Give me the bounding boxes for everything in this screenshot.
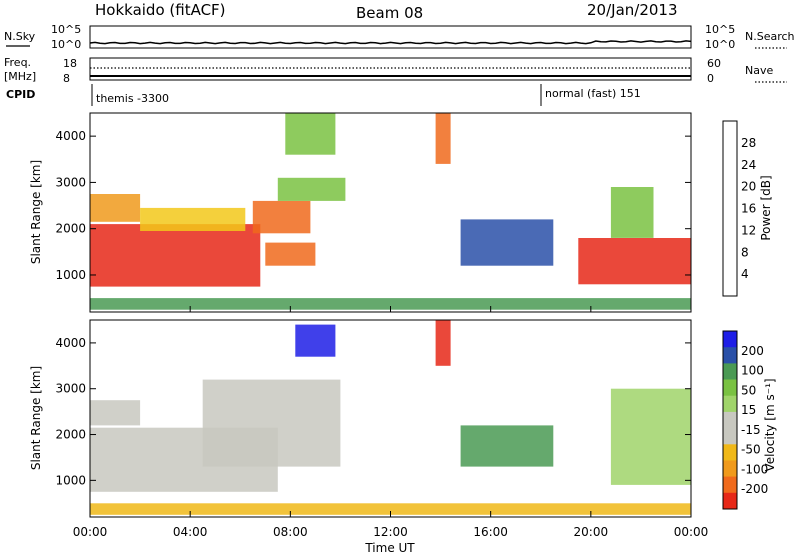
power-region-10 bbox=[610, 187, 654, 238]
velocity-ytick-label-3: 4000 bbox=[55, 336, 86, 350]
x-ticks: 00:00 04:00 08:00 12:00 16:00 20:00 00:00 bbox=[73, 306, 709, 539]
power-cbar-tick-1: 8 bbox=[741, 245, 749, 259]
velocity-colorbar: 200 100 50 15 -15 -50 -100 -200 bbox=[722, 330, 768, 510]
velocity-y-ticks: 1000 2000 3000 4000 bbox=[55, 336, 691, 487]
x-tick-label-3: 12:00 bbox=[373, 525, 408, 539]
vel-cbar-swatch-6 bbox=[723, 428, 737, 445]
noise-tick-left-bottom: 10^0 bbox=[51, 38, 81, 51]
vel-cbar-swatch-2 bbox=[723, 363, 737, 381]
power-ylabel: Slant Range [km] bbox=[29, 160, 43, 264]
power-cbar-tick-0: 4 bbox=[741, 267, 749, 281]
power-y-ticks: 1000 2000 3000 4000 bbox=[55, 129, 691, 282]
velocity-ytick-label-2: 3000 bbox=[55, 382, 86, 396]
power-region-8 bbox=[460, 219, 554, 266]
x-tick-label-2: 08:00 bbox=[273, 525, 308, 539]
vel-cbar-swatch-1 bbox=[723, 347, 737, 364]
freq-panel-frame bbox=[89, 57, 692, 81]
power-heatmap bbox=[90, 113, 691, 310]
power-cbar-tick-5: 24 bbox=[741, 158, 756, 172]
date-title: 20/Jan/2013 bbox=[587, 1, 678, 19]
power-cbar-tick-3: 16 bbox=[741, 202, 756, 216]
x-tick-label-1: 04:00 bbox=[173, 525, 208, 539]
velocity-region-6 bbox=[610, 388, 691, 485]
power-region-0 bbox=[90, 224, 261, 287]
velocity-ylabel: Slant Range [km] bbox=[29, 366, 43, 470]
power-ytick-label-1: 2000 bbox=[55, 222, 86, 236]
power-region-3 bbox=[252, 200, 311, 234]
vel-cbar-tick-0: 200 bbox=[741, 344, 764, 358]
noise-sky-label: N.Sky bbox=[4, 30, 36, 43]
power-region-1 bbox=[90, 194, 141, 222]
power-region-2 bbox=[140, 207, 246, 231]
freq-unit-label: [MHz] bbox=[4, 70, 36, 83]
noise-panel-frame bbox=[89, 25, 692, 49]
vel-cbar-swatch-9 bbox=[723, 476, 737, 494]
freq-tick-bottom: 8 bbox=[63, 72, 70, 85]
freq-label: Freq. bbox=[4, 56, 31, 69]
power-cbar-frame bbox=[722, 120, 738, 297]
velocity-region-2 bbox=[202, 379, 341, 467]
power-ytick-label-3: 4000 bbox=[55, 129, 86, 143]
power-region-5 bbox=[277, 177, 346, 201]
power-colorbar: 4 8 12 16 20 24 28 bbox=[722, 120, 756, 297]
vel-cbar-tick-3: 15 bbox=[741, 403, 756, 417]
vel-cbar-swatch-4 bbox=[723, 395, 737, 413]
vel-cbar-swatch-10 bbox=[723, 492, 737, 510]
noise-tick-right-bottom: 10^0 bbox=[705, 38, 735, 51]
power-region-9 bbox=[578, 238, 691, 285]
vel-cbar-tick-2: 50 bbox=[741, 383, 756, 397]
noise-search-label: N.Search bbox=[745, 30, 795, 43]
velocity-region-3 bbox=[295, 324, 336, 357]
power-ytick-label-2: 3000 bbox=[55, 175, 86, 189]
noise-sky-line bbox=[89, 40, 692, 45]
vel-cbar-tick-5: -50 bbox=[741, 443, 761, 457]
cpid-themis: themis -3300 bbox=[96, 92, 169, 105]
cpid-label: CPID bbox=[6, 88, 35, 101]
power-cbar-tick-6: 28 bbox=[741, 136, 756, 150]
vel-cbar-tick-7: -200 bbox=[741, 482, 768, 496]
velocity-heatmap bbox=[90, 320, 691, 515]
power-region-11 bbox=[90, 298, 691, 310]
power-region-4 bbox=[265, 242, 316, 266]
vel-cbar-swatch-8 bbox=[723, 460, 737, 478]
power-region-7 bbox=[435, 113, 451, 164]
nave-label: Nave bbox=[745, 64, 773, 77]
noise-tick-right-top: 10^5 bbox=[705, 23, 735, 36]
vel-cbar-tick-6: -100 bbox=[741, 462, 768, 476]
velocity-ytick-label-1: 2000 bbox=[55, 428, 86, 442]
cpid-normal: normal (fast) 151 bbox=[545, 87, 641, 100]
vel-cbar-swatch-3 bbox=[723, 379, 737, 397]
velocity-ytick-label-0: 1000 bbox=[55, 473, 86, 487]
velocity-region-1 bbox=[90, 400, 141, 426]
power-colorbar-label: Power [dB] bbox=[759, 175, 773, 240]
beam-title: Beam 08 bbox=[356, 4, 423, 22]
power-region-6 bbox=[285, 113, 336, 155]
freq-tick-top: 18 bbox=[63, 57, 77, 70]
velocity-colorbar-label: Velocity [m s⁻¹] bbox=[763, 378, 777, 471]
vel-cbar-swatch-0 bbox=[723, 331, 737, 348]
x-tick-label-0: 00:00 bbox=[73, 525, 108, 539]
vel-cbar-swatch-5 bbox=[723, 411, 737, 429]
x-tick-label-4: 16:00 bbox=[473, 525, 508, 539]
x-axis-label: Time UT bbox=[364, 541, 415, 554]
vel-cbar-swatch-7 bbox=[723, 444, 737, 461]
nave-tick-top: 60 bbox=[707, 57, 721, 70]
x-tick-label-5: 20:00 bbox=[574, 525, 609, 539]
x-tick-label-6: 00:00 bbox=[674, 525, 709, 539]
vel-cbar-frame bbox=[722, 330, 738, 510]
power-ytick-label-0: 1000 bbox=[55, 268, 86, 282]
noise-tick-left-top: 10^5 bbox=[51, 23, 81, 36]
vel-cbar-tick-1: 100 bbox=[741, 364, 764, 378]
power-cbar-tick-2: 12 bbox=[741, 223, 756, 237]
nave-tick-bottom: 0 bbox=[707, 72, 714, 85]
velocity-region-5 bbox=[460, 425, 554, 467]
power-cbar-tick-4: 20 bbox=[741, 180, 756, 194]
vel-cbar-tick-4: -15 bbox=[741, 423, 761, 437]
station-title: Hokkaido (fitACF) bbox=[95, 1, 226, 19]
velocity-region-7 bbox=[90, 503, 691, 515]
velocity-region-4 bbox=[435, 320, 451, 366]
